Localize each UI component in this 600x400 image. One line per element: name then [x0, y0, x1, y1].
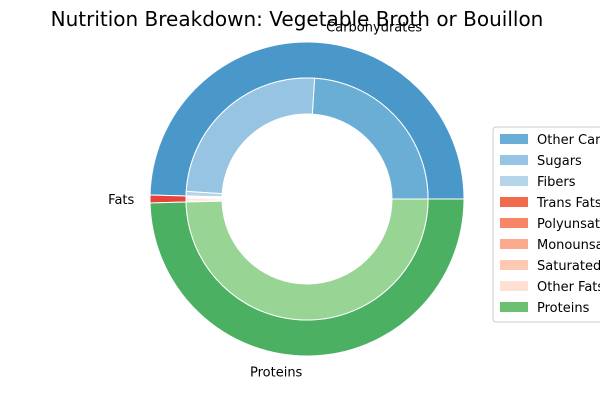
legend-frame	[492, 126, 600, 323]
legend-swatch-other-carbs	[500, 134, 528, 144]
legend-swatch-monounsaturated-fats	[500, 239, 528, 249]
legend-swatch-fibers	[500, 176, 528, 186]
legend-label-fibers: Fibers	[537, 175, 576, 190]
legend-label-saturated-fats: Saturated Fats	[537, 259, 600, 274]
legend-label-sugars: Sugars	[537, 154, 582, 169]
outer-label-carbohydrates: Carbohydrates	[326, 20, 422, 35]
legend-label-other-fats: Other Fats	[537, 280, 600, 295]
legend-swatch-trans-fats	[500, 197, 528, 207]
legend-swatch-proteins	[500, 302, 528, 312]
outer-labels: Carbohydrates Fats Proteins	[108, 20, 422, 380]
legend-label-monounsaturated-fats: Monounsaturated Fats	[537, 238, 600, 253]
legend-label-trans-fats: Trans Fats	[536, 196, 600, 211]
legend-swatch-saturated-fats	[500, 260, 528, 270]
outer-ring	[149, 41, 465, 357]
inner-slice-proteins	[185, 198, 429, 321]
legend-swatch-polyunsaturated-fats	[500, 218, 528, 228]
legend-swatch-sugars	[500, 155, 528, 165]
outer-label-proteins: Proteins	[250, 366, 303, 381]
legend-swatch-other-fats	[500, 281, 528, 291]
legend-label-proteins: Proteins	[537, 301, 590, 316]
legend-label-other-carbs: Other Carbs	[537, 133, 600, 148]
inner-ring	[185, 77, 429, 321]
legend: Other Carbs Sugars Fibers Trans Fats Polyuns…	[492, 126, 600, 323]
chart-title: Nutrition Breakdown: Vegetable Broth or …	[51, 7, 544, 31]
outer-label-fats: Fats	[108, 193, 134, 208]
legend-label-polyunsaturated-fats: Polyunsaturated Fats	[537, 217, 600, 232]
